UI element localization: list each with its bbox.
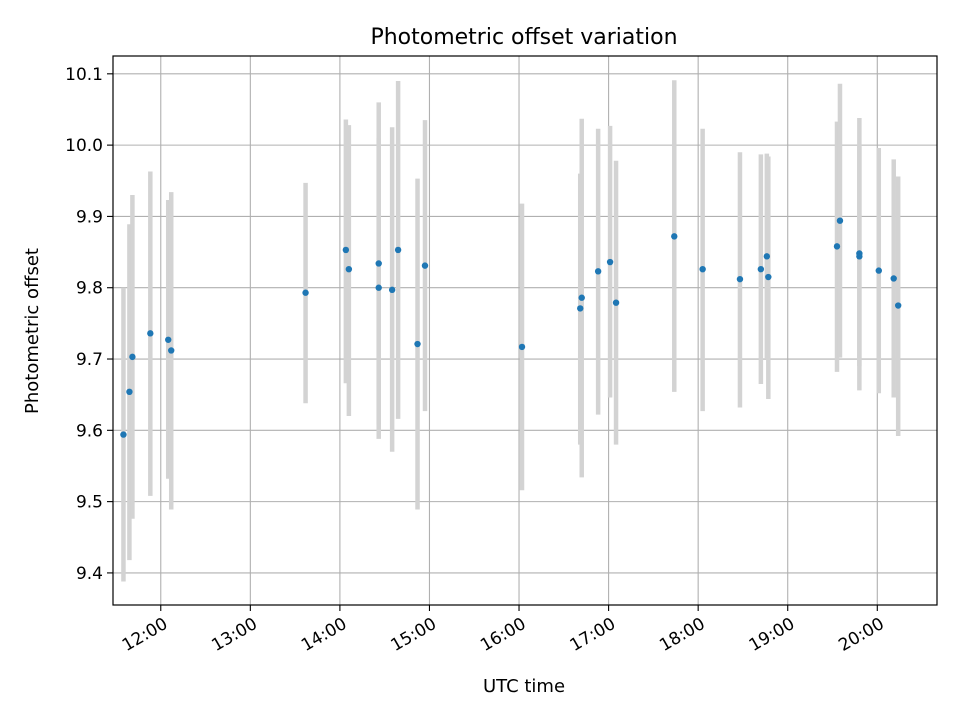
data-point [763, 253, 771, 260]
data-point [699, 265, 706, 273]
data-point [168, 347, 175, 354]
data-point [894, 302, 902, 309]
data-point [414, 340, 421, 348]
y-tick-label: 9.6 [76, 421, 103, 441]
y-tick-label: 9.5 [76, 493, 103, 513]
data-point [147, 330, 154, 337]
data-point [606, 258, 614, 266]
data-point [129, 353, 136, 361]
data-point [345, 265, 353, 273]
data-point [875, 267, 882, 274]
data-point [165, 336, 172, 343]
y-tick-label: 9.8 [76, 279, 103, 299]
data-point [671, 233, 678, 240]
data-point [856, 253, 863, 260]
data-point [757, 265, 765, 273]
y-tick-label: 10.0 [65, 136, 103, 156]
data-point [394, 246, 402, 254]
data-point [518, 343, 526, 351]
data-point [388, 286, 396, 294]
y-tick-label: 10.1 [65, 65, 103, 85]
data-point [342, 246, 350, 254]
y-tick-label: 9.4 [76, 564, 103, 584]
data-point [890, 275, 897, 282]
y-axis-ticks: 9.4 9.5 9.6 9.7 9.8 9.9 10.0 10.1 [65, 65, 113, 584]
data-point [594, 268, 602, 275]
data-points [120, 217, 902, 438]
data-point [302, 289, 309, 296]
data-point [836, 217, 844, 224]
data-point [612, 299, 620, 306]
data-point [375, 260, 382, 267]
data-point [736, 275, 744, 283]
y-tick-label: 9.7 [76, 350, 103, 370]
y-tick-label: 9.9 [76, 207, 103, 227]
data-point [421, 262, 429, 269]
data-point [375, 284, 382, 291]
plot-frame [112, 55, 938, 606]
data-point [833, 243, 841, 250]
data-point [765, 273, 772, 281]
chart-title: Photometric offset variation [370, 25, 677, 50]
data-point [577, 305, 584, 312]
data-point [126, 388, 133, 396]
x-axis-label: UTC time [483, 676, 565, 697]
y-axis-label: Photometric offset [22, 248, 43, 414]
data-point [120, 431, 127, 438]
data-point [578, 294, 585, 301]
